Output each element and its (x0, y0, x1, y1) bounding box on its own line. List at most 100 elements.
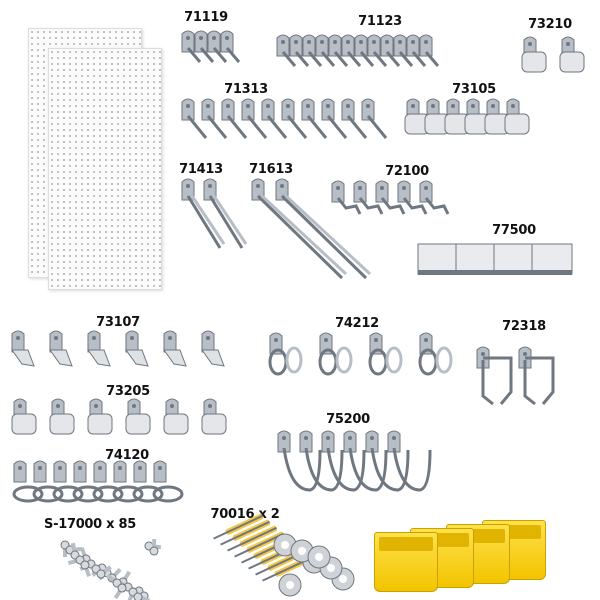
hook-73105-item (424, 98, 450, 135)
hook-71123-item (289, 34, 310, 67)
hook-74120-item (92, 460, 124, 503)
hook-74212-item (318, 332, 353, 376)
hook-73107-item (87, 330, 111, 367)
hook-73105-item (404, 98, 430, 135)
hook-71123-item (315, 34, 336, 67)
hook-74120-item (12, 460, 44, 503)
hook-74120-item (112, 460, 144, 503)
hook-75200-item (343, 430, 388, 492)
hook-72100-item (419, 180, 450, 215)
hook-71313-item (261, 98, 288, 139)
hook-71123-item (276, 34, 297, 67)
hook-71313-item (281, 98, 308, 139)
hook-71313-item (181, 98, 208, 139)
hook-71123-item (328, 34, 349, 67)
hook-71119-item (207, 30, 228, 63)
hook-73107-item (125, 330, 149, 367)
label-72318: 72318 (502, 319, 546, 334)
hook-71123-item (354, 34, 375, 67)
hook-71119-item (220, 30, 241, 63)
hook-74120-item (32, 460, 64, 503)
label-s17000: S-17000 x 85 (44, 517, 136, 532)
hook-71123-item (393, 34, 414, 67)
hook-71123-item (341, 34, 362, 67)
hook-71123-item (367, 34, 388, 67)
hook-75200-item (365, 430, 410, 492)
hook-71313-item (361, 98, 388, 139)
hook-71313-item (201, 98, 228, 139)
hook-73205-item (87, 398, 113, 435)
hook-73107-item (163, 330, 187, 367)
label-72100: 72100 (385, 164, 429, 179)
label-74212: 74212 (335, 316, 379, 331)
hook-71313-item (221, 98, 248, 139)
hook-71119-item (194, 30, 215, 63)
hook-71413-item (203, 178, 248, 249)
hook-74120-item (132, 460, 164, 503)
hook-74212-item (368, 332, 403, 376)
hook-71123-item (380, 34, 401, 67)
hook-71123-item (406, 34, 427, 67)
hook-73205-item (49, 398, 75, 435)
hook-72318-item (518, 346, 555, 406)
hook-77500-item (455, 243, 497, 275)
hook-73105-item (464, 98, 490, 135)
hook-71613-item (251, 178, 348, 280)
label-73107: 73107 (96, 315, 140, 330)
hook-71123-item (419, 34, 440, 67)
hook-71119-item (181, 30, 202, 63)
hook-74120-item (152, 460, 184, 503)
hook-73205-item (125, 398, 151, 435)
hook-73205-item (163, 398, 189, 435)
hook-73205-item (201, 398, 227, 435)
label-75200: 75200 (326, 412, 370, 427)
hook-77500-item (531, 243, 573, 275)
label-73205: 73205 (106, 384, 150, 399)
hook-77500-item (417, 243, 459, 275)
hook-74212-item (268, 332, 303, 376)
label-74120: 74120 (105, 448, 149, 463)
label-70016: 70016 x 2 (210, 507, 280, 522)
hook-71123-item (302, 34, 323, 67)
label-73105: 73105 (452, 82, 496, 97)
hook-71613-item (275, 178, 372, 280)
hook-75200-item (299, 430, 344, 492)
hook-73210-item (559, 36, 585, 73)
hook-71313-item (301, 98, 328, 139)
hook-75200-item (387, 430, 432, 492)
yellow-storage-bin (374, 532, 438, 592)
label-71313: 71313 (224, 82, 268, 97)
hook-73210-item (521, 36, 547, 73)
hook-71313-item (241, 98, 268, 139)
screws-pile (60, 538, 162, 600)
hook-73105-item (444, 98, 470, 135)
hook-72318-item (476, 346, 513, 406)
hook-73107-item (201, 330, 225, 367)
hook-74120-item (72, 460, 104, 503)
hook-73107-item (49, 330, 73, 367)
hook-75200-item (277, 430, 322, 492)
hook-73205-item (11, 398, 37, 435)
hook-72100-item (375, 180, 406, 215)
anchor-kit (213, 513, 355, 597)
hook-74212-item (418, 332, 453, 376)
hook-72100-item (331, 180, 362, 215)
hook-71313-item (341, 98, 368, 139)
hook-72100-item (397, 180, 428, 215)
hook-71313-item (321, 98, 348, 139)
label-71613: 71613 (249, 162, 293, 177)
hook-77500-item (493, 243, 535, 275)
label-71413: 71413 (179, 162, 223, 177)
label-77500: 77500 (492, 223, 536, 238)
label-73210: 73210 (528, 17, 572, 32)
label-71119: 71119 (184, 10, 228, 25)
label-71123: 71123 (358, 14, 402, 29)
pegboard-panel-front (48, 48, 162, 290)
hook-74120-item (52, 460, 84, 503)
hook-71413-item (181, 178, 226, 249)
hook-72100-item (353, 180, 384, 215)
hook-73105-item (504, 98, 530, 135)
hook-75200-item (321, 430, 366, 492)
hook-73107-item (11, 330, 35, 367)
